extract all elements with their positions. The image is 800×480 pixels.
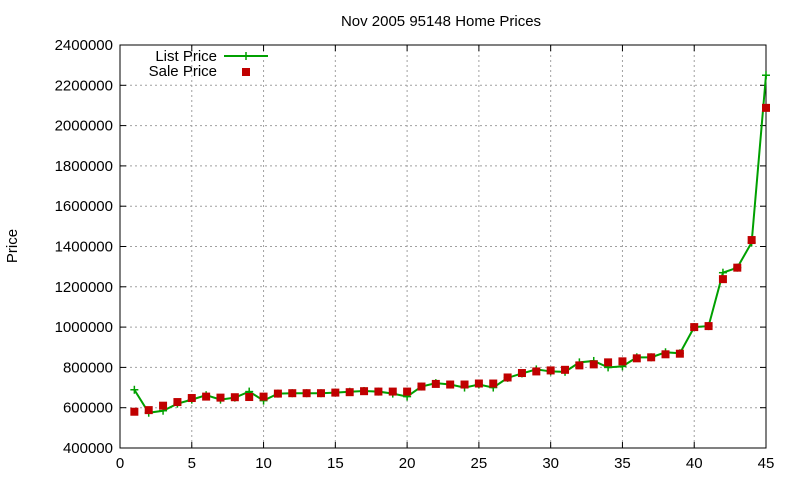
x-tick-label: 20: [399, 455, 416, 472]
x-tick-label: 45: [758, 455, 775, 472]
sale-price-point: [618, 357, 627, 366]
legend-label-list-price: List Price: [155, 48, 217, 65]
y-tick-label: 2000000: [55, 118, 113, 135]
sale-price-point: [159, 401, 168, 410]
legend-marker-sale-price: [242, 68, 250, 76]
sale-price-point: [130, 407, 139, 416]
x-tick-label: 5: [188, 455, 196, 472]
sale-price-point: [546, 366, 555, 375]
sale-price-point: [575, 361, 584, 370]
x-tick-label: 30: [542, 455, 559, 472]
y-tick-label: 400000: [63, 440, 113, 457]
x-tick-label: 15: [327, 455, 344, 472]
x-tick-label: 0: [116, 455, 124, 472]
sale-price-point: [675, 349, 684, 358]
sale-price-point: [245, 393, 254, 402]
sale-price-point: [173, 398, 182, 407]
y-tick-label: 1800000: [55, 158, 113, 175]
list-price-point: [130, 385, 139, 394]
sale-price-point: [431, 379, 440, 388]
sale-price-point: [345, 388, 354, 397]
x-tick-label: 40: [686, 455, 703, 472]
y-tick-label: 1000000: [55, 319, 113, 336]
sale-price-point: [202, 392, 211, 401]
x-tick-label: 35: [614, 455, 631, 472]
sale-price-point: [747, 236, 756, 245]
sale-price-point: [360, 387, 369, 396]
sale-price-point: [589, 360, 598, 369]
sale-price-point: [273, 389, 282, 398]
y-tick-label: 1600000: [55, 198, 113, 215]
sale-price-point: [718, 275, 727, 284]
sale-price-point: [331, 388, 340, 397]
sale-price-point: [302, 389, 311, 398]
x-tick-label: 10: [255, 455, 272, 472]
sale-price-point: [704, 322, 713, 331]
sale-price-point: [561, 365, 570, 374]
sale-price-point: [187, 394, 196, 403]
axis-ticks: 0 5 10 15 20 25 30 35 40 45 400000 600000 800000 1000…: [55, 37, 775, 472]
y-tick-label: 600000: [63, 400, 113, 417]
sale-price-point: [388, 387, 397, 396]
list-price-point: [762, 71, 770, 80]
sale-price-point: [647, 353, 656, 362]
sale-price-point: [532, 367, 541, 376]
y-tick-label: 1400000: [55, 239, 113, 256]
sale-price-point: [460, 380, 469, 389]
sale-price-point: [733, 263, 742, 272]
sale-price-point: [661, 350, 670, 359]
sale-price-point: [446, 380, 455, 389]
sale-price-point: [489, 379, 498, 388]
sale-price-point: [216, 393, 225, 402]
sale-price-point: [632, 354, 641, 363]
legend-label-sale-price: Sale Price: [149, 63, 217, 80]
y-tick-label: 1200000: [55, 279, 113, 296]
y-tick-label: 2200000: [55, 77, 113, 94]
chart-title: Nov 2005 95148 Home Prices: [341, 13, 541, 30]
y-axis-title: Price: [4, 229, 21, 263]
sale-price-point: [474, 379, 483, 388]
grid-lines: [120, 45, 766, 448]
y-tick-label: 2400000: [55, 37, 113, 54]
sale-price-point: [144, 406, 153, 415]
x-tick-label: 25: [471, 455, 488, 472]
y-tick-label: 800000: [63, 359, 113, 376]
sale-price-point: [230, 393, 239, 402]
sale-price-point: [417, 382, 426, 391]
sale-price-point: [403, 387, 412, 396]
sale-price-point: [690, 323, 699, 332]
sale-price-point: [762, 103, 770, 112]
sale-price-point: [503, 373, 512, 382]
sale-price-point: [288, 389, 297, 398]
sale-price-point: [604, 358, 613, 367]
sale-price-point: [517, 369, 526, 378]
sale-price-point: [316, 389, 325, 398]
series-layer: [130, 71, 770, 417]
sale-price-point: [259, 392, 268, 401]
sale-price-point: [374, 387, 383, 396]
